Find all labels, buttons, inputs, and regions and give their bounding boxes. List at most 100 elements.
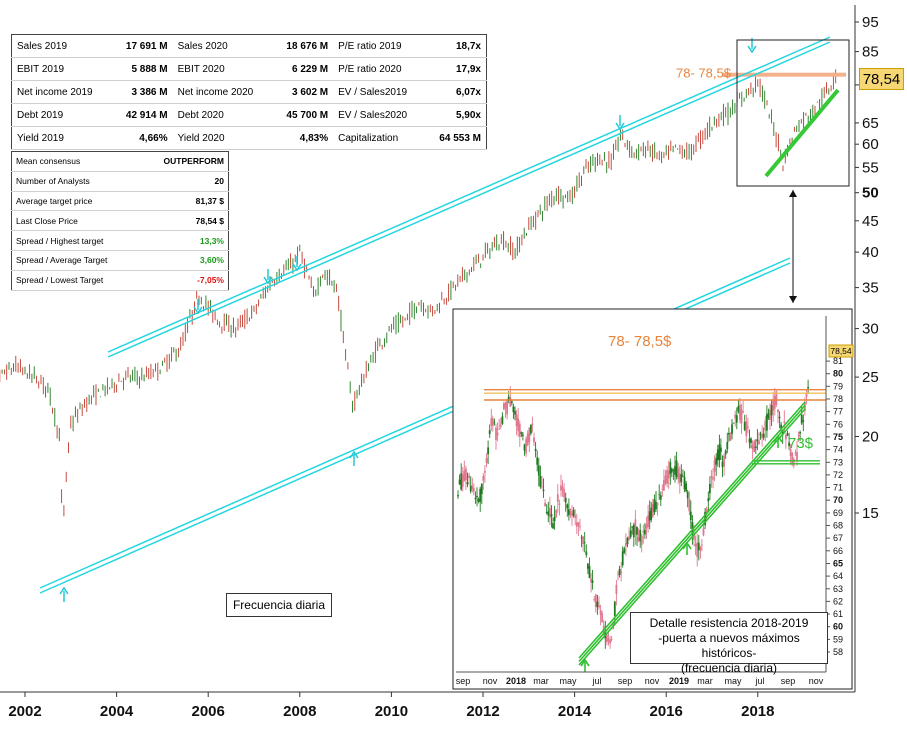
inset-y-tick-label: 73: [833, 457, 843, 467]
consensus-table: Mean consensus OUTPERFORM Number of Analys…: [11, 151, 229, 291]
inset-candle-body: [672, 469, 675, 471]
inset-candle-body: [702, 528, 705, 536]
last-price-tag: 78,54: [859, 68, 904, 90]
inset-candle-body: [705, 508, 708, 515]
inset-candle-body: [522, 434, 524, 436]
inset-candle-body: [571, 513, 573, 516]
inset-uptrend-line: [578, 404, 806, 663]
financials-value: 4,83%: [272, 126, 334, 150]
inset-candle-body: [729, 434, 732, 441]
down-arrow-icon: [615, 115, 625, 131]
inset-candle-body: [667, 471, 670, 479]
x-tick-label: 2004: [100, 703, 134, 720]
inset-candle-body: [479, 488, 482, 502]
inset-candle-body: [773, 396, 776, 409]
inset-y-tick-label: 65: [833, 559, 843, 569]
inset-candle-body: [531, 423, 534, 425]
consensus-row: Last Close Price 78,54 $: [11, 210, 229, 232]
consensus-label: Spread / Lowest Target: [11, 270, 140, 291]
consensus-label: Average target price: [11, 191, 140, 212]
inset-candle-body: [558, 503, 561, 505]
inset-candle-body: [661, 488, 664, 490]
inset-candle-body: [800, 415, 803, 424]
green-up-arrow-icon: [580, 658, 590, 672]
detail-caption-line3: (frecuencia diaria): [680, 661, 778, 675]
financials-value: 6 229 M: [272, 57, 334, 81]
inset-candle-body: [743, 422, 746, 430]
y-tick-label: 30: [862, 321, 879, 338]
inset-candle-body: [460, 473, 463, 490]
consensus-row: Spread / Lowest Target -7,05%: [11, 270, 229, 291]
inset-candle-body: [515, 414, 518, 427]
inset-candle-body: [617, 574, 619, 576]
inset-candle-body: [639, 530, 642, 542]
inset-x-tick-label: jul: [754, 676, 764, 686]
inset-candle-body: [747, 426, 749, 429]
inset-candle-body: [636, 527, 638, 535]
financials-label: Net income 2019: [11, 80, 113, 104]
inset-candle-body: [780, 424, 782, 430]
inset-candle-body: [786, 433, 789, 436]
inset-candle-body: [732, 422, 735, 424]
financials-row: Sales 2019 17 691 M Sales 2020 18 676 M P/E …: [11, 34, 487, 58]
inset-x-tick-label: nov: [809, 676, 824, 686]
financials-value: 64 553 M: [425, 126, 487, 150]
consensus-label: Spread / Average Target: [11, 250, 140, 271]
inset-candle-body: [480, 483, 483, 495]
inset-price-tag: [828, 344, 854, 358]
inset-candle-body: [648, 511, 651, 521]
inset-candle-body: [696, 542, 699, 557]
financials-value: 3 602 M: [272, 80, 334, 104]
inset-candle-body: [680, 474, 683, 483]
inset-candle-body: [477, 498, 480, 502]
inset-candle-body: [640, 535, 643, 546]
inset-candle-body: [534, 448, 537, 451]
financials-value: 17 691 M: [112, 34, 173, 58]
inset-candle-body: [756, 439, 759, 442]
inset-y-tick-label: 78: [833, 394, 843, 404]
inset-x-tick-label: sep: [618, 676, 633, 686]
inset-x-tick-label: may: [724, 676, 742, 686]
inset-candle-body: [792, 459, 795, 466]
inset-candle-body: [544, 502, 546, 507]
inset-y-tick-label: 75: [833, 432, 843, 442]
inset-candle-body: [764, 420, 767, 431]
inset-candle-body: [556, 494, 559, 502]
inset-candle-body: [509, 397, 512, 407]
y-tick-label: 55: [862, 159, 879, 176]
inset-y-tick-label: 62: [833, 596, 843, 606]
inset-candle-body: [523, 444, 526, 451]
inset-candle-body: [568, 509, 570, 516]
inset-candle-body: [580, 537, 583, 539]
inset-candle-body: [621, 551, 624, 566]
inset-candle-body: [758, 440, 760, 444]
inset-candle-body: [694, 544, 697, 547]
financials-label: EV / Sales2020: [333, 103, 426, 127]
inset-x-tick-label: 2019: [669, 676, 689, 686]
inset-candle-body: [482, 475, 485, 481]
consensus-label: Spread / Highest target: [11, 230, 140, 251]
inset-candle-body: [710, 475, 713, 478]
inset-candle-body: [613, 601, 616, 616]
inset-candle-body: [670, 468, 673, 473]
inset-candle-body: [626, 538, 629, 545]
inset-candle-body: [537, 465, 540, 476]
inset-candle-body: [715, 457, 718, 465]
financials-row: Yield 2019 4,66% Yield 2020 4,83% Capitaliza…: [11, 126, 487, 150]
inset-y-axis: 58 59 60 61 62 63 64 65 66 67 68 69 70 71 72 73 74 75 76 77…: [825, 316, 843, 672]
financials-value: 5,90x: [425, 103, 487, 127]
inset-candle-body: [785, 435, 787, 440]
inset-candle-body: [742, 411, 744, 413]
inset-candle-body: [549, 507, 551, 518]
inset-candle-body: [726, 442, 729, 450]
inset-candle-body: [669, 462, 672, 474]
inset-candle-body: [645, 524, 648, 529]
inset-candle-body: [606, 634, 608, 642]
inset-candle-body: [712, 477, 714, 480]
inset-candle-body: [794, 452, 797, 454]
inset-candle-body: [781, 430, 784, 435]
inset-candle-body: [536, 457, 539, 465]
financials-label: EV / Sales2019: [333, 80, 426, 104]
y-tick-label: 50: [862, 185, 879, 202]
upper-channel-line: [107, 36, 831, 353]
